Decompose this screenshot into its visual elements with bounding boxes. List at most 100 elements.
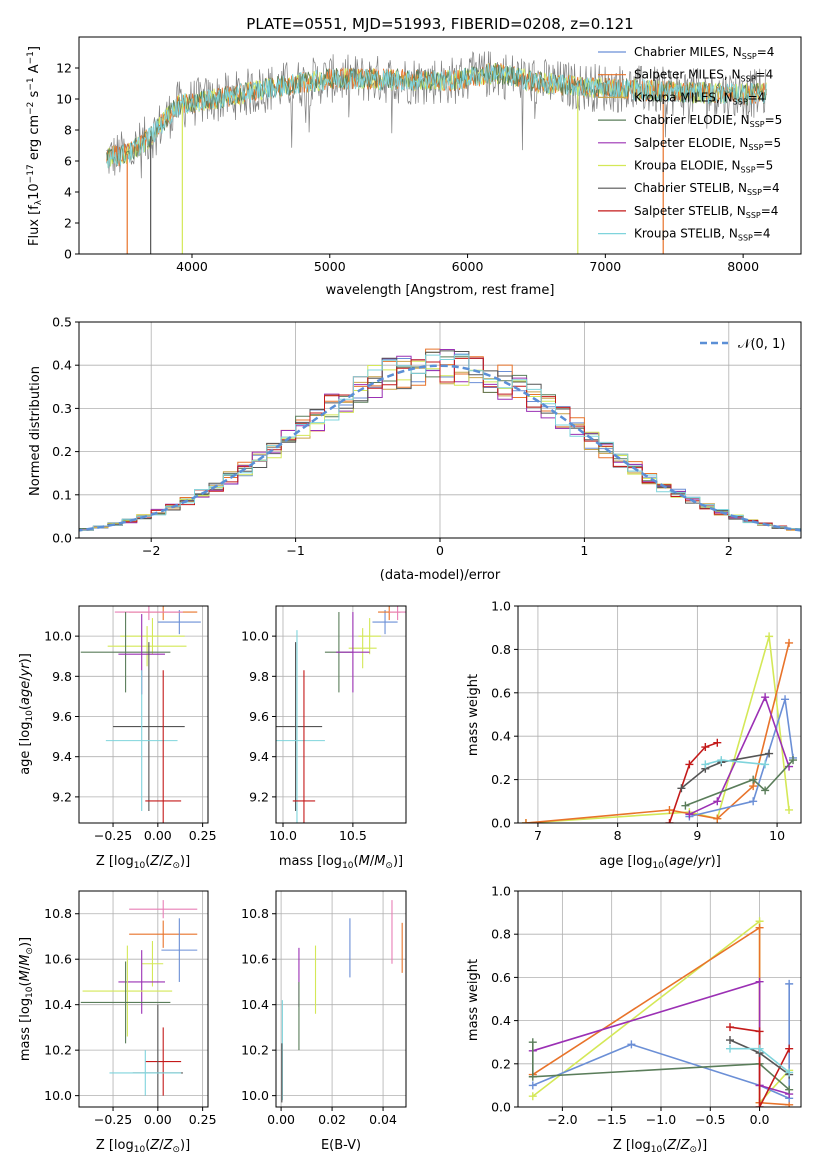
age-weight-plot-body: 7 8 9 10 0.0 0.2 0.4 0.6 0.8 1.0 bbox=[491, 599, 802, 843]
x-tick-label: 10.0 bbox=[269, 828, 297, 843]
axes-frame: 0.00 0.02 0.04 10.0 10.2 10.4 10.6 10.8 bbox=[241, 890, 407, 1127]
z-age-ylabel: age [log10(age/yr)] bbox=[18, 653, 35, 775]
weight-marker bbox=[749, 775, 758, 784]
axes-frame: 7 8 9 10 0.0 0.2 0.4 0.6 0.8 1.0 bbox=[491, 599, 802, 843]
x-tick-label: 1 bbox=[580, 543, 588, 558]
y-tick-label: 0.8 bbox=[491, 642, 511, 657]
x-tick-label: −0.25 bbox=[94, 828, 132, 843]
weight-marker bbox=[713, 797, 722, 806]
x-tick-label: −1.0 bbox=[646, 1112, 676, 1127]
y-tick-label: 10.6 bbox=[241, 952, 269, 967]
plot-content bbox=[276, 606, 406, 823]
axes-frame: −2.0 −1.5 −1.0 −0.5 0.0 0.0 0.2 0.4 0.6 0.8 1.0 bbox=[491, 884, 802, 1127]
axes-border bbox=[517, 890, 802, 1108]
y-tick-label: 0.0 bbox=[491, 816, 511, 831]
x-tick-label: 0.25 bbox=[189, 828, 217, 843]
weight-marker bbox=[785, 638, 794, 647]
y-tick-label: 0.0 bbox=[52, 531, 72, 546]
plot-content bbox=[521, 632, 798, 823]
weight-marker bbox=[781, 695, 790, 704]
y-tick-label: 9.8 bbox=[52, 669, 72, 684]
residual-panel: −2 −1 0 1 2 0.0 0.1 0.2 0.3 0.4 0.5 𝒩(0, 1) (data-… bbox=[28, 315, 802, 583]
age-weight-ylabel: mass weight bbox=[466, 674, 481, 756]
legend-entry: Chabrier ELODIE, NSSP=5 bbox=[634, 113, 782, 129]
x-tick-label: 8000 bbox=[727, 259, 759, 274]
legend-entry: Chabrier MILES, NSSP=4 bbox=[634, 45, 774, 61]
spectrum-ylabel: Flux [fλ10−17 erg cm−2 s−1 A−1] bbox=[26, 46, 44, 246]
weight-marker bbox=[785, 1085, 794, 1094]
plot-content bbox=[528, 917, 794, 1107]
spectrum-legend: Chabrier MILES, NSSP=4 Salpeter MILES, NS… bbox=[598, 45, 782, 243]
z-weight-ylabel: mass weight bbox=[466, 959, 481, 1041]
x-tick-label: 4000 bbox=[176, 259, 208, 274]
plot-content bbox=[281, 900, 403, 1103]
y-tick-label: 9.2 bbox=[249, 789, 269, 804]
spectrum-model-line bbox=[106, 63, 767, 169]
y-tick-label: 10.8 bbox=[241, 906, 269, 921]
spectrum-panel: 4000 5000 6000 7000 8000 0 2 4 6 8 10 12 Chabrier M… bbox=[26, 36, 802, 298]
weight-marker bbox=[726, 1023, 735, 1032]
y-tick-label: 10.0 bbox=[44, 1088, 72, 1103]
weight-marker bbox=[785, 805, 794, 814]
weight-marker bbox=[761, 760, 770, 769]
x-tick-label: −0.25 bbox=[94, 1112, 132, 1127]
plot-content bbox=[80, 606, 201, 823]
weight-marker bbox=[761, 786, 770, 795]
y-tick-label: 0.0 bbox=[491, 1100, 511, 1115]
legend-entry: Salpeter ELODIE, NSSP=5 bbox=[634, 136, 781, 152]
z-age-xlabel: Z [log10(Z/Z⊙)] bbox=[96, 854, 190, 871]
residual-ylabel: Normed distribution bbox=[28, 366, 43, 496]
residual-legend: 𝒩(0, 1) bbox=[700, 337, 785, 352]
z-weight-xlabel: Z [log10(Z/Z⊙)] bbox=[613, 1138, 707, 1155]
y-tick-label: 10.2 bbox=[44, 1043, 72, 1058]
y-tick-label: 9.6 bbox=[52, 709, 72, 724]
z-age-plot-body: −0.25 0.00 0.25 9.2 9.4 9.6 9.8 10.0 bbox=[44, 605, 217, 843]
weight-marker bbox=[726, 1044, 735, 1053]
age-weight-panel: 7 8 9 10 0.0 0.2 0.4 0.6 0.8 1.0 age [log10(age/y… bbox=[466, 599, 802, 871]
weight-marker bbox=[665, 819, 674, 823]
x-tick-label: 5000 bbox=[314, 259, 346, 274]
residual-plot-body: −2 −1 0 1 2 0.0 0.1 0.2 0.3 0.4 0.5 bbox=[52, 315, 802, 558]
weight-series-line bbox=[689, 694, 790, 816]
axes-border bbox=[78, 890, 209, 1108]
age-weight-xlabel: age [log10(age/yr)] bbox=[599, 854, 721, 871]
z-weight-panel: −2.0 −1.5 −1.0 −0.5 0.0 0.0 0.2 0.4 0.6 0.8 1.0 Z … bbox=[466, 884, 802, 1155]
y-tick-label: 0.2 bbox=[52, 444, 72, 459]
axes-border bbox=[78, 36, 802, 255]
axes-border bbox=[275, 890, 407, 1108]
normal-curve bbox=[79, 364, 801, 532]
x-tick-label: 0.02 bbox=[318, 1112, 346, 1127]
x-tick-label: 10.5 bbox=[339, 828, 367, 843]
mass-age-panel: 10.0 10.5 9.2 9.4 9.6 9.8 10.0 mass [log10(M/M… bbox=[241, 605, 407, 871]
weight-marker bbox=[755, 1103, 764, 1107]
weight-marker bbox=[785, 979, 794, 988]
y-tick-label: 9.4 bbox=[249, 749, 269, 764]
x-tick-label: 2 bbox=[725, 543, 733, 558]
y-tick-label: 0.2 bbox=[491, 1056, 511, 1071]
weight-marker bbox=[761, 693, 770, 702]
mass-age-plot-body: 10.0 10.5 9.2 9.4 9.6 9.8 10.0 bbox=[241, 605, 407, 843]
axes-frame: −0.25 0.00 0.25 9.2 9.4 9.6 9.8 10.0 bbox=[44, 605, 217, 843]
y-tick-label: 0.8 bbox=[491, 927, 511, 942]
x-tick-label: 7 bbox=[534, 828, 542, 843]
spectrum-model-line bbox=[106, 62, 767, 166]
y-tick-label: 6 bbox=[64, 154, 72, 169]
weight-marker bbox=[528, 1092, 537, 1101]
weight-marker bbox=[713, 738, 722, 747]
weight-marker bbox=[789, 756, 798, 765]
x-tick-label: −0.5 bbox=[695, 1112, 725, 1127]
spectrum-xlabel: wavelength [Angstrom, rest frame] bbox=[326, 283, 555, 298]
y-tick-label: 9.8 bbox=[249, 669, 269, 684]
weight-marker bbox=[755, 1044, 764, 1053]
weight-marker bbox=[755, 1027, 764, 1036]
ebv-mass-xlabel: E(B-V) bbox=[321, 1138, 361, 1153]
y-tick-label: 0.2 bbox=[491, 772, 511, 787]
y-tick-label: 0.5 bbox=[52, 315, 72, 330]
weight-marker bbox=[785, 1044, 794, 1053]
y-tick-label: 10.4 bbox=[241, 997, 269, 1012]
legend-entry: Salpeter MILES, NSSP=4 bbox=[634, 68, 773, 84]
y-tick-label: 10.8 bbox=[44, 906, 72, 921]
y-tick-label: 10.4 bbox=[44, 997, 72, 1012]
y-tick-label: 0.6 bbox=[491, 685, 511, 700]
